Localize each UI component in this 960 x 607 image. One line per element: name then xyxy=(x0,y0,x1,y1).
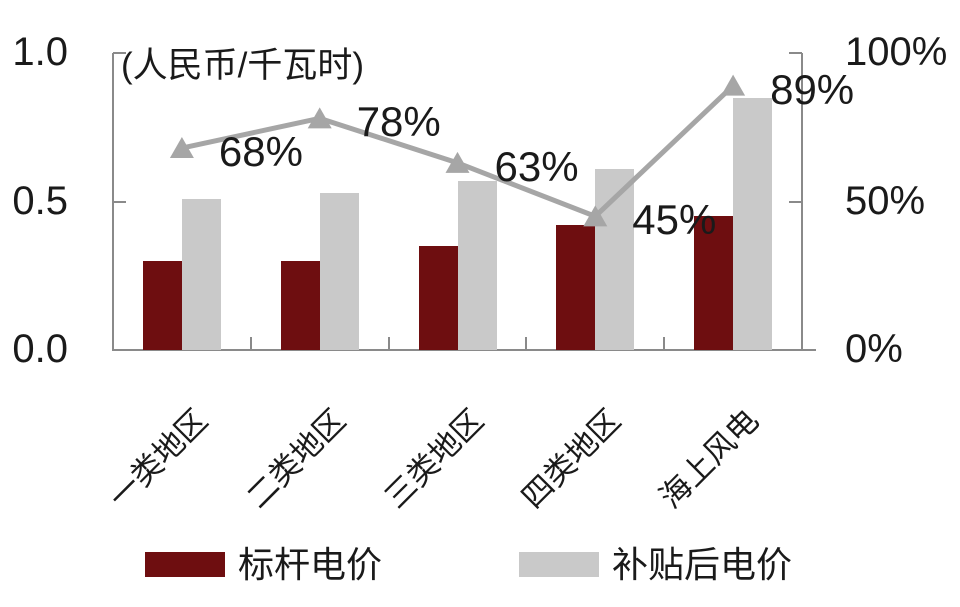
bar-benchmark-price xyxy=(556,225,596,350)
bar-subsidized-price xyxy=(457,180,497,350)
bar-subsidized-price xyxy=(595,168,635,350)
line-data-label: 68% xyxy=(218,128,303,176)
x-axis-label: 海上风电 xyxy=(652,402,766,515)
x-axis-label: 一类地区 xyxy=(101,402,215,515)
x-axis-tick-mark xyxy=(525,337,528,350)
legend-swatch xyxy=(145,552,225,577)
line-data-label: 78% xyxy=(356,98,441,146)
x-axis-tick-mark xyxy=(249,337,252,350)
triangle-marker-icon xyxy=(169,137,194,159)
x-axis-label: 四类地区 xyxy=(515,402,628,515)
triangle-marker-icon xyxy=(721,74,746,96)
left-axis-tick-label: 0.0 xyxy=(12,327,68,371)
x-axis-line xyxy=(112,349,816,351)
legend-swatch xyxy=(519,552,599,577)
bar-benchmark-price xyxy=(280,260,320,350)
x-axis-tick-mark xyxy=(663,337,666,350)
left-axis-tick-label: 1.0 xyxy=(12,30,68,74)
bar-subsidized-price xyxy=(181,198,221,350)
triangle-marker-icon xyxy=(445,151,470,173)
x-axis-label: 三类地区 xyxy=(377,402,490,515)
right-axis-tick-label: 0% xyxy=(845,327,903,371)
right-axis-tick-mark xyxy=(789,52,802,54)
bar-subsidized-price xyxy=(733,97,773,350)
right-axis-tick-label: 100% xyxy=(845,30,948,74)
bar-benchmark-price xyxy=(694,216,734,350)
line-data-label: 63% xyxy=(494,142,579,190)
right-axis-tick-label: 50% xyxy=(845,178,926,223)
left-axis-tick-mark xyxy=(113,52,126,54)
bar-benchmark-price xyxy=(142,260,182,350)
right-axis-line xyxy=(801,53,803,350)
line-data-label: 45% xyxy=(632,196,717,244)
bar-benchmark-price xyxy=(418,246,458,350)
legend-label: 标杆电价 xyxy=(238,544,383,585)
legend-label: 补贴后电价 xyxy=(612,544,793,585)
left-axis-tick-mark xyxy=(113,200,126,203)
x-axis-tick-mark xyxy=(387,337,390,350)
left-axis-unit-label: (人民币/千瓦时) xyxy=(121,46,365,85)
left-axis-tick-label: 0.5 xyxy=(12,178,68,223)
line-data-label: 89% xyxy=(770,65,855,113)
triangle-marker-icon xyxy=(307,107,332,129)
bar-subsidized-price xyxy=(319,192,359,350)
x-axis-label: 二类地区 xyxy=(239,402,352,515)
right-axis-tick-mark xyxy=(789,200,802,203)
